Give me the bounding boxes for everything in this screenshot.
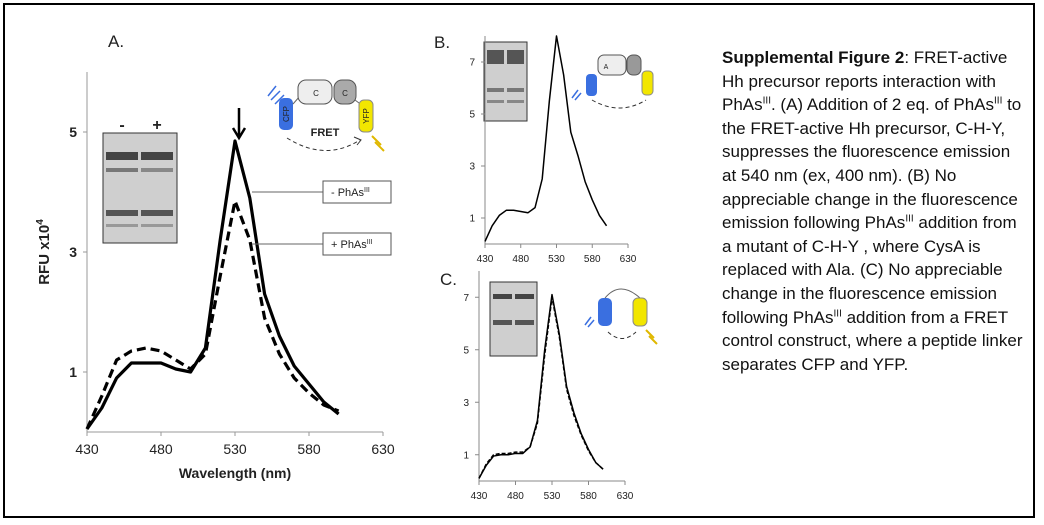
x-tick-label: 630 [620,254,637,265]
legend-box [322,232,392,256]
diagram-a [231,79,385,152]
caption-sup: III [833,307,842,319]
diagram-c [584,288,658,345]
caption-text: addition from a FRET control construct, … [722,307,1023,374]
x-tick-label: 480 [149,441,173,457]
caption-sup: III [905,213,914,225]
gel-b [483,41,528,122]
legend-box [322,180,392,204]
x-tick-label: 630 [371,441,395,457]
x-tick-label: 630 [617,491,634,502]
x-tick-label: 430 [471,491,488,502]
diagram-b [571,54,654,109]
panel-label: C. [440,270,457,289]
y-tick-label: 5 [69,124,77,140]
legend-name: - PhAs [331,187,365,199]
legend-name: + PhAs [331,239,367,251]
y-axis-label-text: RFU x10 [36,225,53,285]
legend-label: - PhAsIII [331,187,370,199]
caption-text: : FRET-active Hh precursor reports inter… [722,48,1008,115]
spectrum-line [484,35,608,242]
spectrum-line [478,296,604,479]
gel-c [489,281,538,357]
gel-lane-label: + [152,117,161,134]
x-tick-label: 480 [507,491,524,502]
caption-sup: III [762,95,771,107]
x-tick-label: 530 [544,491,561,502]
diagram-label: FRET [311,127,340,139]
legend-sup: III [364,187,370,194]
x-tick-label: 530 [548,254,565,265]
y-tick-label: 1 [463,450,469,461]
x-tick-label: 580 [584,254,601,265]
x-tick-label: 480 [512,254,529,265]
x-axis-label: Wavelength (nm) [179,465,291,481]
panel-label: A. [108,32,124,51]
y-tick-label: 7 [469,58,475,69]
gel-lane-label: - [119,117,124,134]
diagram-label: A [604,64,609,71]
caption-text: to the FRET-active Hh precursor, C-H-Y, … [722,95,1022,233]
spectrum-line [85,139,340,430]
diagram-label: C [313,89,319,98]
x-tick-label: 580 [580,491,597,502]
x-tick-label: 430 [75,441,99,457]
legend-label: + PhAsIII [331,239,373,251]
caption-text: . (A) Addition of 2 eq. of PhAs [770,95,995,115]
x-tick-label: 530 [223,441,247,457]
y-tick-label: 3 [69,244,77,260]
gel-a [102,132,178,244]
caption-text: Supplemental Figure 2 [722,48,905,67]
caption-sup: III [994,95,1003,107]
y-tick-label: 1 [69,364,77,380]
x-tick-label: 430 [477,254,494,265]
y-tick-label: 1 [469,214,475,225]
y-tick-label: 7 [463,293,469,304]
y-tick-label: 3 [469,162,475,173]
panel-label: B. [434,33,450,52]
caption-text: addition from a mutant of C-H-Y , where … [722,213,1017,327]
y-tick-label: 5 [469,110,475,121]
caption: Supplemental Figure 2: FRET-active Hh pr… [722,46,1027,376]
y-axis-label-sup: 4 [35,219,46,225]
y-tick-label: 3 [463,398,469,409]
diagram-label: CFP [282,106,291,122]
frame [3,3,1035,518]
diagram-label: C [342,89,348,98]
x-tick-label: 580 [297,441,321,457]
legend-sup: III [367,239,373,246]
y-axis-label: RFU x104 [35,219,53,285]
y-tick-label: 5 [463,345,469,356]
diagram-label: YFP [362,108,371,124]
spectrum-line [85,199,340,430]
